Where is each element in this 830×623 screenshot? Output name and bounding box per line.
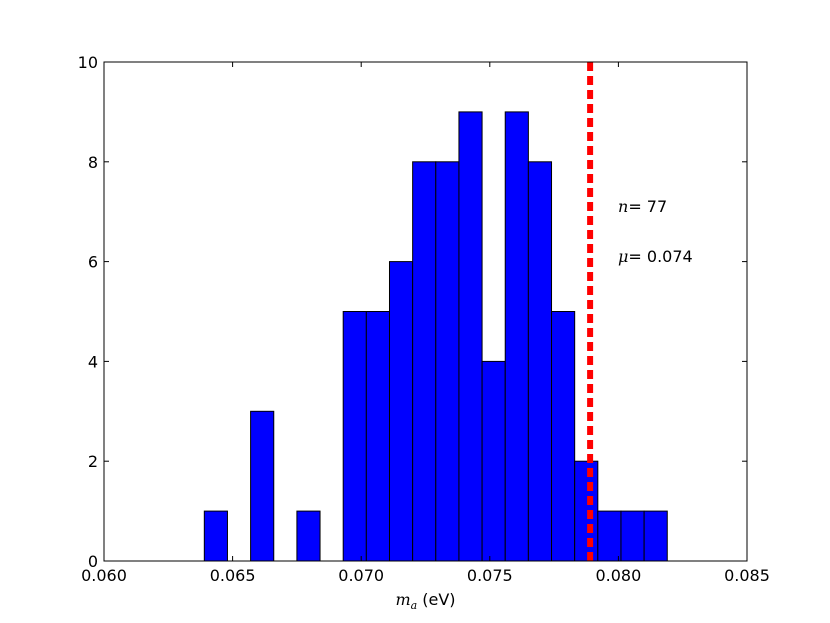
y-tick-label-0: 0 (88, 552, 98, 571)
histogram-bar-1 (250, 410, 275, 562)
histogram-bar-5 (388, 261, 414, 562)
histogram-bar-15 (620, 510, 645, 562)
histogram-bar-3 (342, 311, 367, 562)
y-tick-label-1: 2 (88, 452, 98, 471)
histogram-bar-11 (527, 161, 553, 562)
x-tick-label-4: 0.080 (595, 566, 641, 585)
x-tick-label-5: 0.085 (724, 566, 770, 585)
histogram-bar-2 (296, 510, 321, 562)
annotation-mean-symbol: μ (618, 247, 628, 266)
y-tick-label-5: 10 (78, 53, 98, 72)
ticks-group: 0.060 0.065 0.070 0.075 0.080 0.085 0 2 4 6 8 10 (78, 53, 770, 585)
annotation-mean-text: = 0.074 (628, 247, 692, 266)
histogram-bar-13 (574, 460, 599, 562)
x-tick-label-3: 0.075 (467, 566, 513, 585)
histogram-bar-7 (435, 161, 460, 562)
histogram-bar-0 (203, 510, 228, 562)
x-axis-label: ma (eV) (395, 590, 455, 612)
annotation-count-text: = 77 (628, 197, 667, 216)
histogram-bar-10 (504, 111, 529, 562)
bars-group (203, 111, 668, 562)
histogram-bar-8 (458, 111, 483, 562)
histogram-bar-9 (481, 360, 506, 562)
histogram-bar-16 (643, 510, 668, 562)
annotation-mean: μ= 0.074 (618, 247, 693, 266)
histogram-bar-12 (551, 311, 576, 562)
histogram-bar-14 (597, 510, 622, 562)
x-axis-label-symbol: m (395, 590, 410, 609)
y-tick-label-3: 6 (88, 253, 98, 272)
annotation-count-symbol: n (618, 197, 628, 216)
x-tick-label-0: 0.060 (81, 566, 127, 585)
plot-frame (103, 61, 748, 562)
x-axis-label-unit: (eV) (417, 590, 455, 609)
x-tick-label-1: 0.065 (210, 566, 256, 585)
histogram-bar-4 (365, 311, 390, 562)
x-tick-label-2: 0.070 (338, 566, 384, 585)
histogram-bar-6 (412, 161, 437, 562)
x-axis-label-subscript: a (411, 599, 418, 612)
annotation-count: n= 77 (618, 197, 667, 216)
y-tick-label-4: 8 (88, 153, 98, 172)
y-tick-label-2: 4 (88, 352, 98, 371)
